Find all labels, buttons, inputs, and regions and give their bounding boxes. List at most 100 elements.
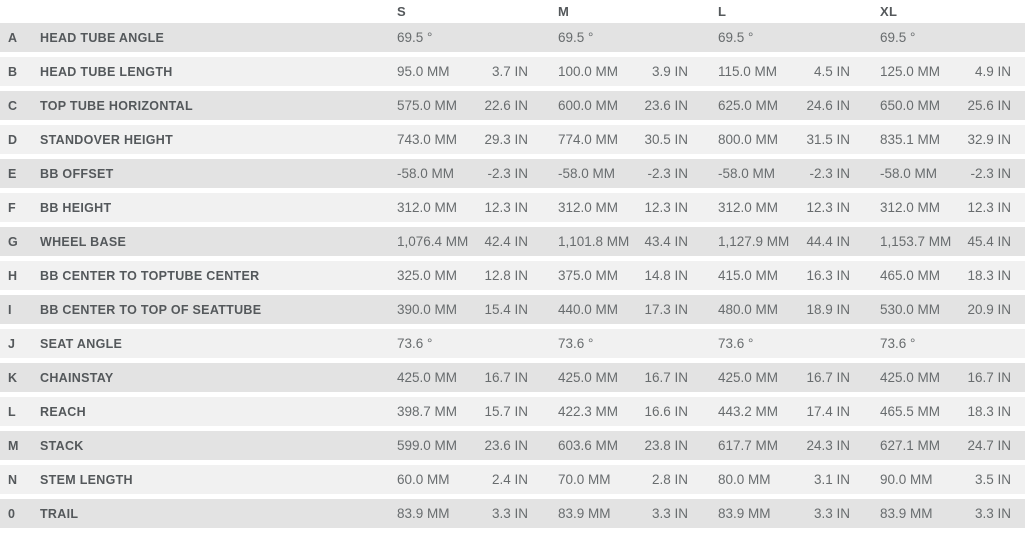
in-value: 4.9 IN	[974, 64, 1011, 79]
in-value: 29.3 IN	[484, 132, 528, 147]
in-value: 12.3 IN	[967, 200, 1011, 215]
size-value-group: 625.0 MM 24.6 IN	[714, 98, 876, 113]
size-value-group: 743.0 MM 29.3 IN	[393, 132, 554, 147]
mm-value: 125.0 MM	[880, 64, 941, 79]
mm-value: 69.5 °	[397, 30, 433, 45]
mm-value: 312.0 MM	[558, 200, 619, 215]
row-name: STACK	[40, 438, 84, 453]
mm-value: 312.0 MM	[397, 200, 458, 215]
in-value: 22.6 IN	[484, 98, 528, 113]
size-value-group: 83.9 MM 3.3 IN	[876, 506, 1025, 521]
in-value: 16.6 IN	[644, 404, 688, 419]
in-value: 23.6 IN	[644, 98, 688, 113]
size-header-label: S	[397, 4, 406, 19]
row-letter: H	[8, 268, 18, 283]
size-value-group: 80.0 MM 3.1 IN	[714, 472, 876, 487]
row-letter: K	[8, 370, 18, 385]
row-name: BB OFFSET	[40, 166, 114, 181]
size-value-group: -58.0 MM -2.3 IN	[876, 166, 1025, 181]
size-value-group: 73.6 °	[714, 336, 876, 351]
table-row: C TOP TUBE HORIZONTAL 575.0 MM 22.6 IN 600.0…	[0, 91, 1025, 120]
table-row: A HEAD TUBE ANGLE 69.5 ° 69.5 ° 69.5 ° 69.5 °	[0, 23, 1025, 52]
mm-value: 390.0 MM	[397, 302, 458, 317]
mm-value: 650.0 MM	[880, 98, 941, 113]
table-row: F BB HEIGHT 312.0 MM 12.3 IN 312.0 MM 12.3 IN…	[0, 193, 1025, 222]
row-letter: J	[8, 336, 16, 351]
size-column-header-s: S	[393, 4, 554, 19]
in-value: 20.9 IN	[967, 302, 1011, 317]
mm-value: 398.7 MM	[397, 404, 458, 419]
in-value: 43.4 IN	[644, 234, 688, 249]
row-name: HEAD TUBE ANGLE	[40, 30, 165, 45]
size-value-group: 800.0 MM 31.5 IN	[714, 132, 876, 147]
size-value-group: 480.0 MM 18.9 IN	[714, 302, 876, 317]
in-value: 18.3 IN	[967, 268, 1011, 283]
in-value: 24.7 IN	[967, 438, 1011, 453]
size-value-group: 95.0 MM 3.7 IN	[393, 64, 554, 79]
table-row: H BB CENTER TO TOPTUBE CENTER 325.0 MM 12.8…	[0, 261, 1025, 290]
in-value: -2.3 IN	[970, 166, 1011, 181]
mm-value: 95.0 MM	[397, 64, 450, 79]
in-value: 24.6 IN	[806, 98, 850, 113]
mm-value: 73.6 °	[880, 336, 916, 351]
size-value-group: 465.5 MM 18.3 IN	[876, 404, 1025, 419]
mm-value: -58.0 MM	[558, 166, 616, 181]
size-value-group: 603.6 MM 23.8 IN	[554, 438, 714, 453]
row-name: BB CENTER TO TOP OF SEATTUBE	[40, 302, 262, 317]
in-value: 3.3 IN	[491, 506, 528, 521]
size-value-group: 1,076.4 MM 42.4 IN	[393, 234, 554, 249]
table-row: N STEM LENGTH 60.0 MM 2.4 IN 70.0 MM 2.8 IN 80…	[0, 465, 1025, 494]
in-value: 25.6 IN	[967, 98, 1011, 113]
in-value: 12.8 IN	[484, 268, 528, 283]
table-row: E BB OFFSET -58.0 MM -2.3 IN -58.0 MM -2.3 IN…	[0, 159, 1025, 188]
mm-value: 83.9 MM	[880, 506, 933, 521]
size-value-group: -58.0 MM -2.3 IN	[554, 166, 714, 181]
in-value: 3.1 IN	[813, 472, 850, 487]
in-value: 18.9 IN	[806, 302, 850, 317]
mm-value: 69.5 °	[880, 30, 916, 45]
mm-value: 835.1 MM	[880, 132, 941, 147]
size-value-group: 443.2 MM 17.4 IN	[714, 404, 876, 419]
row-letter: 0	[8, 506, 16, 521]
mm-value: 60.0 MM	[397, 472, 450, 487]
mm-value: 1,076.4 MM	[397, 234, 469, 249]
mm-value: 73.6 °	[558, 336, 594, 351]
size-value-group: 415.0 MM 16.3 IN	[714, 268, 876, 283]
row-name: STEM LENGTH	[40, 472, 133, 487]
row-name: BB HEIGHT	[40, 200, 112, 215]
mm-value: 600.0 MM	[558, 98, 619, 113]
size-value-group: 600.0 MM 23.6 IN	[554, 98, 714, 113]
in-value: 12.3 IN	[644, 200, 688, 215]
size-value-group: 312.0 MM 12.3 IN	[714, 200, 876, 215]
in-value: 2.4 IN	[491, 472, 528, 487]
size-value-group: 599.0 MM 23.6 IN	[393, 438, 554, 453]
table-row: B HEAD TUBE LENGTH 95.0 MM 3.7 IN 100.0 MM 3.…	[0, 57, 1025, 86]
mm-value: 69.5 °	[718, 30, 754, 45]
size-value-group: 1,127.9 MM 44.4 IN	[714, 234, 876, 249]
in-value: 16.7 IN	[484, 370, 528, 385]
table-row: L REACH 398.7 MM 15.7 IN 422.3 MM 16.6 IN 443.…	[0, 397, 1025, 426]
size-value-group: 83.9 MM 3.3 IN	[714, 506, 876, 521]
mm-value: 443.2 MM	[718, 404, 779, 419]
size-value-group: 375.0 MM 14.8 IN	[554, 268, 714, 283]
size-value-group: 60.0 MM 2.4 IN	[393, 472, 554, 487]
mm-value: 617.7 MM	[718, 438, 779, 453]
size-value-group: 425.0 MM 16.7 IN	[393, 370, 554, 385]
in-value: 3.3 IN	[651, 506, 688, 521]
in-value: 23.8 IN	[644, 438, 688, 453]
size-column-header-l: L	[714, 4, 876, 19]
table-row: K CHAINSTAY 425.0 MM 16.7 IN 425.0 MM 16.7 IN…	[0, 363, 1025, 392]
mm-value: 800.0 MM	[718, 132, 779, 147]
size-value-group: 440.0 MM 17.3 IN	[554, 302, 714, 317]
size-value-group: -58.0 MM -2.3 IN	[714, 166, 876, 181]
mm-value: 465.5 MM	[880, 404, 941, 419]
in-value: 3.9 IN	[651, 64, 688, 79]
mm-value: 530.0 MM	[880, 302, 941, 317]
row-letter: A	[8, 30, 18, 45]
table-header-row: S M L XL	[0, 0, 1029, 23]
in-value: 32.9 IN	[967, 132, 1011, 147]
mm-value: 1,127.9 MM	[718, 234, 790, 249]
in-value: 16.7 IN	[967, 370, 1011, 385]
size-value-group: 1,153.7 MM 45.4 IN	[876, 234, 1025, 249]
